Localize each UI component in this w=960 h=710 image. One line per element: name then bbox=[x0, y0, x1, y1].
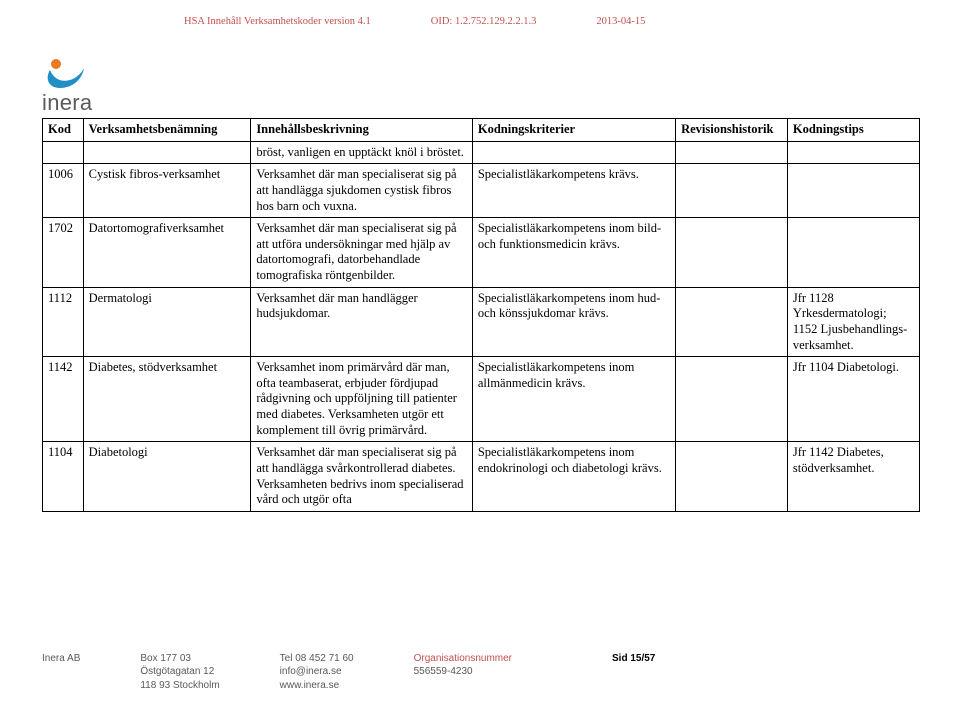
cell-tips: Jfr 1128 Yrkesdermatologi; 1152 Ljusbeha… bbox=[787, 287, 919, 357]
footer-contact: Tel 08 452 71 60 info@inera.se www.inera… bbox=[280, 652, 354, 693]
cell-inn: Verksamhet inom primärvård där man, ofta… bbox=[251, 357, 473, 442]
cell-kod bbox=[43, 141, 84, 164]
cell-krit: Specialistläkarkompetens inom endokrinol… bbox=[472, 442, 675, 512]
page-footer: Inera AB Box 177 03 Östgötagatan 12 118 … bbox=[42, 652, 655, 693]
contact-email: info@inera.se bbox=[280, 665, 354, 679]
table-row: 1006Cystisk fibros-verksamhetVerksamhet … bbox=[43, 164, 920, 218]
cell-ben: Diabetologi bbox=[83, 442, 251, 512]
col-rev: Revisionshistorik bbox=[676, 119, 788, 142]
cell-kod: 1006 bbox=[43, 164, 84, 218]
contact-tel: Tel 08 452 71 60 bbox=[280, 652, 354, 666]
table-row: 1142Diabetes, stödverksamhetVerksamhet i… bbox=[43, 357, 920, 442]
doc-date: 2013-04-15 bbox=[596, 16, 645, 27]
address-line: Box 177 03 bbox=[140, 652, 219, 666]
cell-krit: Specialistläkarkompetens inom allmänmedi… bbox=[472, 357, 675, 442]
cell-ben bbox=[83, 141, 251, 164]
company-name: Inera AB bbox=[42, 652, 80, 666]
col-krit: Kodningskriterier bbox=[472, 119, 675, 142]
cell-rev bbox=[676, 218, 788, 288]
col-inn: Innehållsbeskrivning bbox=[251, 119, 473, 142]
page-number: Sid 15/57 bbox=[612, 652, 655, 666]
cell-krit: Specialistläkarkompetens krävs. bbox=[472, 164, 675, 218]
cell-kod: 1104 bbox=[43, 442, 84, 512]
cell-tips: Jfr 1104 Diabetologi. bbox=[787, 357, 919, 442]
cell-ben: Datortomografiverksamhet bbox=[83, 218, 251, 288]
cell-inn: Verksamhet där man specialiserat sig på … bbox=[251, 164, 473, 218]
table-row: bröst, vanligen en upptäckt knöl i bröst… bbox=[43, 141, 920, 164]
cell-rev bbox=[676, 442, 788, 512]
col-ben: Verksamhetsbenämning bbox=[83, 119, 251, 142]
table-header-row: Kod Verksamhetsbenämning Innehållsbeskri… bbox=[43, 119, 920, 142]
cell-rev bbox=[676, 287, 788, 357]
address-line: 118 93 Stockholm bbox=[140, 679, 219, 693]
cell-kod: 1142 bbox=[43, 357, 84, 442]
cell-ben: Cystisk fibros-verksamhet bbox=[83, 164, 251, 218]
cell-rev bbox=[676, 141, 788, 164]
cell-tips bbox=[787, 218, 919, 288]
cell-tips bbox=[787, 164, 919, 218]
page-header: HSA Innehåll Verksamhetskoder version 4.… bbox=[184, 16, 920, 27]
col-kod: Kod bbox=[43, 119, 84, 142]
cell-tips: Jfr 1142 Diabetes, stödverksamhet. bbox=[787, 442, 919, 512]
cell-ben: Dermatologi bbox=[83, 287, 251, 357]
doc-title: HSA Innehåll Verksamhetskoder version 4.… bbox=[184, 16, 371, 27]
table-row: 1112DermatologiVerksamhet där man handlä… bbox=[43, 287, 920, 357]
logo-text: inera bbox=[42, 90, 92, 116]
cell-krit: Specialistläkarkompetens inom hud- och k… bbox=[472, 287, 675, 357]
orgnum-value: 556559-4230 bbox=[414, 665, 512, 679]
footer-address: Box 177 03 Östgötagatan 12 118 93 Stockh… bbox=[140, 652, 219, 693]
address-line: Östgötagatan 12 bbox=[140, 665, 219, 679]
codes-table: Kod Verksamhetsbenämning Innehållsbeskri… bbox=[42, 118, 920, 512]
cell-krit: Specialistläkarkompetens inom bild- och … bbox=[472, 218, 675, 288]
inera-logo: inera bbox=[42, 58, 92, 116]
orgnum-label: Organisationsnummer bbox=[414, 652, 512, 666]
cell-kod: 1112 bbox=[43, 287, 84, 357]
contact-web: www.inera.se bbox=[280, 679, 354, 693]
cell-tips bbox=[787, 141, 919, 164]
cell-kod: 1702 bbox=[43, 218, 84, 288]
cell-inn: Verksamhet där man specialiserat sig på … bbox=[251, 442, 473, 512]
cell-ben: Diabetes, stödverksamhet bbox=[83, 357, 251, 442]
col-tips: Kodningstips bbox=[787, 119, 919, 142]
table-row: 1702DatortomografiverksamhetVerksamhet d… bbox=[43, 218, 920, 288]
cell-rev bbox=[676, 357, 788, 442]
footer-orgnum: Organisationsnummer 556559-4230 bbox=[414, 652, 512, 693]
doc-oid: OID: 1.2.752.129.2.2.1.3 bbox=[431, 16, 537, 27]
footer-page: Sid 15/57 bbox=[572, 652, 655, 693]
footer-company: Inera AB bbox=[42, 652, 80, 693]
cell-inn: Verksamhet där man specialiserat sig på … bbox=[251, 218, 473, 288]
table-row: 1104DiabetologiVerksamhet där man specia… bbox=[43, 442, 920, 512]
cell-rev bbox=[676, 164, 788, 218]
cell-inn: bröst, vanligen en upptäckt knöl i bröst… bbox=[251, 141, 473, 164]
cell-krit bbox=[472, 141, 675, 164]
cell-inn: Verksamhet där man handlägger hudsjukdom… bbox=[251, 287, 473, 357]
